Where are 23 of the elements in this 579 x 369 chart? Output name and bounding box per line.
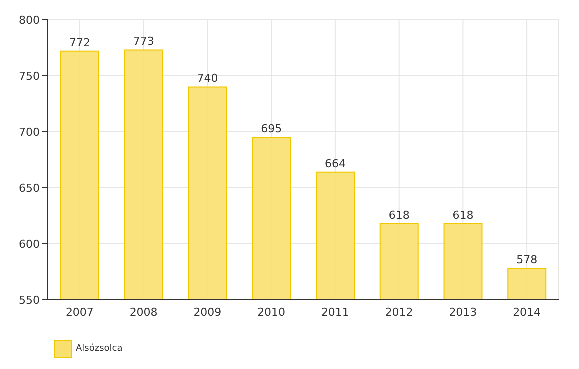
x-tick-label: 2010 bbox=[258, 306, 286, 319]
x-tick-label: 2012 bbox=[385, 306, 414, 319]
data-label: 740 bbox=[197, 72, 218, 86]
x-tick-label: 2007 bbox=[66, 306, 94, 319]
data-label: 695 bbox=[261, 122, 282, 136]
data-label: 773 bbox=[133, 35, 154, 48]
data-label: 618 bbox=[452, 208, 474, 222]
x-tick-label: 2008 bbox=[130, 306, 158, 319]
x-tick-label: 2011 bbox=[321, 306, 350, 319]
data-label: 664 bbox=[325, 157, 346, 170]
legend-label: Alsózsolca bbox=[76, 344, 123, 354]
x-tick-label: 2009 bbox=[194, 306, 222, 319]
x-tick-label: 2013 bbox=[449, 306, 478, 319]
y-tick-label: 600 bbox=[19, 238, 40, 251]
data-label: 578 bbox=[516, 254, 538, 267]
data-label: 772 bbox=[70, 36, 90, 50]
x-tick-label: 2014 bbox=[513, 306, 542, 319]
y-tick-label: 700 bbox=[19, 126, 40, 139]
data-label: 618 bbox=[388, 208, 410, 222]
y-tick-label: 550 bbox=[19, 294, 40, 307]
y-tick-label: 750 bbox=[19, 70, 40, 83]
y-tick-label: 800 bbox=[19, 14, 40, 27]
y-tick-label: 650 bbox=[19, 182, 40, 195]
